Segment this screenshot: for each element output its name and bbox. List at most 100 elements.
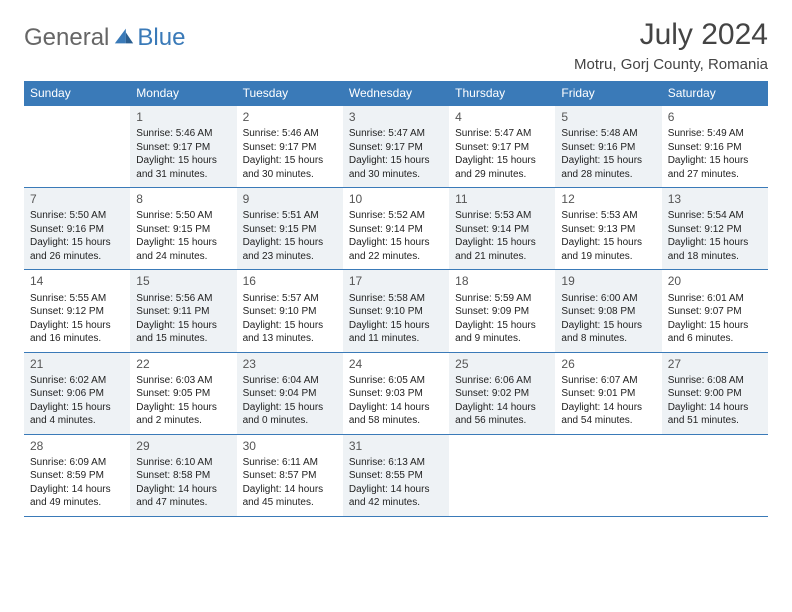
day-cell: 9Sunrise: 5:51 AMSunset: 9:15 PMDaylight…: [237, 188, 343, 269]
daylight-text: Daylight: 15 hours and 31 minutes.: [136, 154, 230, 181]
sunrise-text: Sunrise: 5:50 AM: [30, 209, 124, 223]
daylight-text: Daylight: 14 hours and 47 minutes.: [136, 483, 230, 510]
sunset-text: Sunset: 9:17 PM: [136, 141, 230, 155]
sunset-text: Sunset: 9:10 PM: [243, 305, 337, 319]
day-number: 28: [30, 438, 124, 454]
sunrise-text: Sunrise: 5:53 AM: [561, 209, 655, 223]
sunrise-text: Sunrise: 5:50 AM: [136, 209, 230, 223]
sunset-text: Sunset: 9:14 PM: [349, 223, 443, 237]
sunrise-text: Sunrise: 5:46 AM: [243, 127, 337, 141]
day-cell: 31Sunrise: 6:13 AMSunset: 8:55 PMDayligh…: [343, 435, 449, 516]
sunrise-text: Sunrise: 6:13 AM: [349, 456, 443, 470]
title-block: July 2024 Motru, Gorj County, Romania: [574, 18, 768, 73]
sunset-text: Sunset: 9:02 PM: [455, 387, 549, 401]
day-number: 17: [349, 273, 443, 289]
sunset-text: Sunset: 9:12 PM: [30, 305, 124, 319]
sunrise-text: Sunrise: 5:52 AM: [349, 209, 443, 223]
daylight-text: Daylight: 15 hours and 27 minutes.: [668, 154, 762, 181]
sunrise-text: Sunrise: 5:57 AM: [243, 292, 337, 306]
logo-text-blue: Blue: [137, 24, 185, 52]
day-number: 4: [455, 109, 549, 125]
daylight-text: Daylight: 15 hours and 26 minutes.: [30, 236, 124, 263]
sunrise-text: Sunrise: 5:53 AM: [455, 209, 549, 223]
daylight-text: Daylight: 14 hours and 54 minutes.: [561, 401, 655, 428]
day-number: 1: [136, 109, 230, 125]
sunset-text: Sunset: 9:14 PM: [455, 223, 549, 237]
month-title: July 2024: [574, 18, 768, 52]
day-number: 5: [561, 109, 655, 125]
daylight-text: Daylight: 15 hours and 15 minutes.: [136, 319, 230, 346]
day-number: 23: [243, 356, 337, 372]
week-row: 14Sunrise: 5:55 AMSunset: 9:12 PMDayligh…: [24, 269, 768, 351]
sunset-text: Sunset: 9:06 PM: [30, 387, 124, 401]
day-cell: 8Sunrise: 5:50 AMSunset: 9:15 PMDaylight…: [130, 188, 236, 269]
sunset-text: Sunset: 8:57 PM: [243, 469, 337, 483]
sunrise-text: Sunrise: 6:02 AM: [30, 374, 124, 388]
sunset-text: Sunset: 9:15 PM: [243, 223, 337, 237]
day-number: 19: [561, 273, 655, 289]
sunset-text: Sunset: 8:58 PM: [136, 469, 230, 483]
day-number: 16: [243, 273, 337, 289]
day-number: 13: [668, 191, 762, 207]
daylight-text: Daylight: 15 hours and 24 minutes.: [136, 236, 230, 263]
sunset-text: Sunset: 9:00 PM: [668, 387, 762, 401]
day-cell: 23Sunrise: 6:04 AMSunset: 9:04 PMDayligh…: [237, 353, 343, 434]
day-cell: 11Sunrise: 5:53 AMSunset: 9:14 PMDayligh…: [449, 188, 555, 269]
sunrise-text: Sunrise: 6:06 AM: [455, 374, 549, 388]
day-number: 31: [349, 438, 443, 454]
day-cell: [24, 106, 130, 187]
daylight-text: Daylight: 15 hours and 11 minutes.: [349, 319, 443, 346]
day-number: 15: [136, 273, 230, 289]
day-cell: 30Sunrise: 6:11 AMSunset: 8:57 PMDayligh…: [237, 435, 343, 516]
day-cell: 19Sunrise: 6:00 AMSunset: 9:08 PMDayligh…: [555, 270, 661, 351]
day-cell: 20Sunrise: 6:01 AMSunset: 9:07 PMDayligh…: [662, 270, 768, 351]
day-number: 25: [455, 356, 549, 372]
daylight-text: Daylight: 15 hours and 6 minutes.: [668, 319, 762, 346]
week-row: 28Sunrise: 6:09 AMSunset: 8:59 PMDayligh…: [24, 434, 768, 517]
sunrise-text: Sunrise: 5:56 AM: [136, 292, 230, 306]
daylight-text: Daylight: 14 hours and 49 minutes.: [30, 483, 124, 510]
day-cell: 18Sunrise: 5:59 AMSunset: 9:09 PMDayligh…: [449, 270, 555, 351]
day-cell: 24Sunrise: 6:05 AMSunset: 9:03 PMDayligh…: [343, 353, 449, 434]
daylight-text: Daylight: 15 hours and 8 minutes.: [561, 319, 655, 346]
day-cell: 4Sunrise: 5:47 AMSunset: 9:17 PMDaylight…: [449, 106, 555, 187]
day-number: 30: [243, 438, 337, 454]
sunrise-text: Sunrise: 6:00 AM: [561, 292, 655, 306]
week-row: 1Sunrise: 5:46 AMSunset: 9:17 PMDaylight…: [24, 105, 768, 187]
sunset-text: Sunset: 9:17 PM: [349, 141, 443, 155]
daylight-text: Daylight: 14 hours and 58 minutes.: [349, 401, 443, 428]
calendar: Sunday Monday Tuesday Wednesday Thursday…: [24, 81, 768, 517]
sunrise-text: Sunrise: 6:09 AM: [30, 456, 124, 470]
day-number: 9: [243, 191, 337, 207]
weeks-container: 1Sunrise: 5:46 AMSunset: 9:17 PMDaylight…: [24, 105, 768, 517]
sunrise-text: Sunrise: 5:54 AM: [668, 209, 762, 223]
sunrise-text: Sunrise: 6:10 AM: [136, 456, 230, 470]
daylight-text: Daylight: 14 hours and 51 minutes.: [668, 401, 762, 428]
day-cell: 15Sunrise: 5:56 AMSunset: 9:11 PMDayligh…: [130, 270, 236, 351]
day-header-sun: Sunday: [24, 81, 130, 105]
sunset-text: Sunset: 9:15 PM: [136, 223, 230, 237]
sunrise-text: Sunrise: 5:58 AM: [349, 292, 443, 306]
day-cell: 10Sunrise: 5:52 AMSunset: 9:14 PMDayligh…: [343, 188, 449, 269]
day-number: 18: [455, 273, 549, 289]
day-cell: 12Sunrise: 5:53 AMSunset: 9:13 PMDayligh…: [555, 188, 661, 269]
day-cell: 22Sunrise: 6:03 AMSunset: 9:05 PMDayligh…: [130, 353, 236, 434]
day-cell: 28Sunrise: 6:09 AMSunset: 8:59 PMDayligh…: [24, 435, 130, 516]
daylight-text: Daylight: 15 hours and 19 minutes.: [561, 236, 655, 263]
sunrise-text: Sunrise: 6:04 AM: [243, 374, 337, 388]
day-cell: [449, 435, 555, 516]
day-number: 2: [243, 109, 337, 125]
sunrise-text: Sunrise: 5:47 AM: [349, 127, 443, 141]
logo-text-general: General: [24, 24, 109, 52]
day-number: 27: [668, 356, 762, 372]
sunrise-text: Sunrise: 5:49 AM: [668, 127, 762, 141]
day-number: 3: [349, 109, 443, 125]
day-cell: 7Sunrise: 5:50 AMSunset: 9:16 PMDaylight…: [24, 188, 130, 269]
day-cell: 14Sunrise: 5:55 AMSunset: 9:12 PMDayligh…: [24, 270, 130, 351]
sunrise-text: Sunrise: 6:11 AM: [243, 456, 337, 470]
day-cell: 3Sunrise: 5:47 AMSunset: 9:17 PMDaylight…: [343, 106, 449, 187]
daylight-text: Daylight: 15 hours and 30 minutes.: [243, 154, 337, 181]
day-cell: 2Sunrise: 5:46 AMSunset: 9:17 PMDaylight…: [237, 106, 343, 187]
day-header-mon: Monday: [130, 81, 236, 105]
week-row: 7Sunrise: 5:50 AMSunset: 9:16 PMDaylight…: [24, 187, 768, 269]
